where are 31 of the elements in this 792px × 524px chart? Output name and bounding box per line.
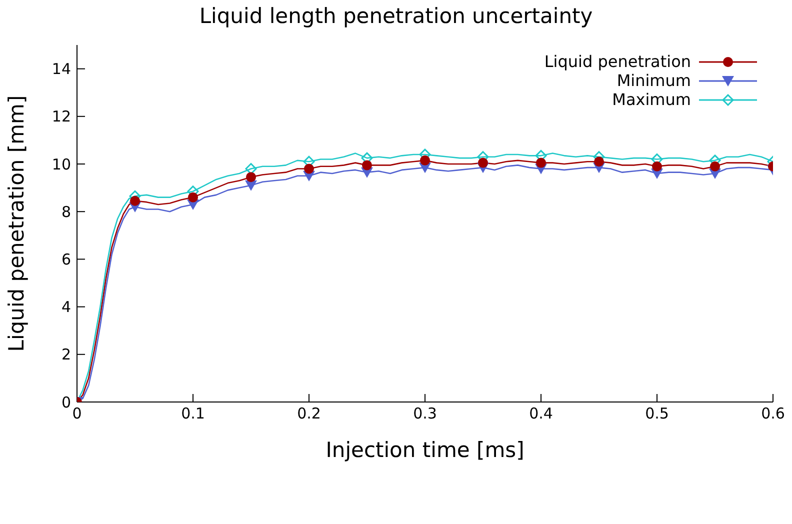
x-tick-label: 0.1 [181, 404, 205, 423]
point [188, 192, 198, 202]
y-tick-label: 12 [52, 108, 71, 126]
y-axis-title: Liquid penetration [mm] [4, 95, 28, 352]
x-axis-title: Injection time [ms] [326, 438, 524, 462]
y-tick-label: 10 [52, 155, 71, 174]
y-tick-label: 14 [52, 60, 71, 78]
y-tick-label: 0 [61, 393, 71, 412]
x-tick-label: 0.5 [645, 404, 669, 423]
y-tick-label: 6 [61, 250, 71, 269]
point [304, 164, 314, 174]
x-tick-label: 0.6 [761, 404, 785, 423]
legend-label: Maximum [612, 90, 691, 109]
y-tick-label: 2 [61, 346, 71, 364]
point [246, 172, 256, 182]
point [130, 196, 140, 206]
point [594, 156, 604, 167]
legend-label: Minimum [616, 71, 691, 90]
y-tick-label: 8 [61, 202, 71, 221]
point [536, 158, 546, 168]
x-tick-label: 0.3 [413, 404, 437, 423]
point [478, 158, 488, 168]
point [362, 160, 372, 170]
x-tick-label: 0.2 [297, 404, 321, 423]
x-tick-label: 0.4 [529, 404, 553, 423]
point [652, 161, 662, 172]
point [420, 155, 430, 166]
y-tick-label: 4 [61, 298, 71, 316]
legend-label: Liquid penetration [544, 52, 691, 71]
chart-title: Liquid length penetration uncertainty [198, 4, 594, 28]
point [710, 161, 720, 172]
